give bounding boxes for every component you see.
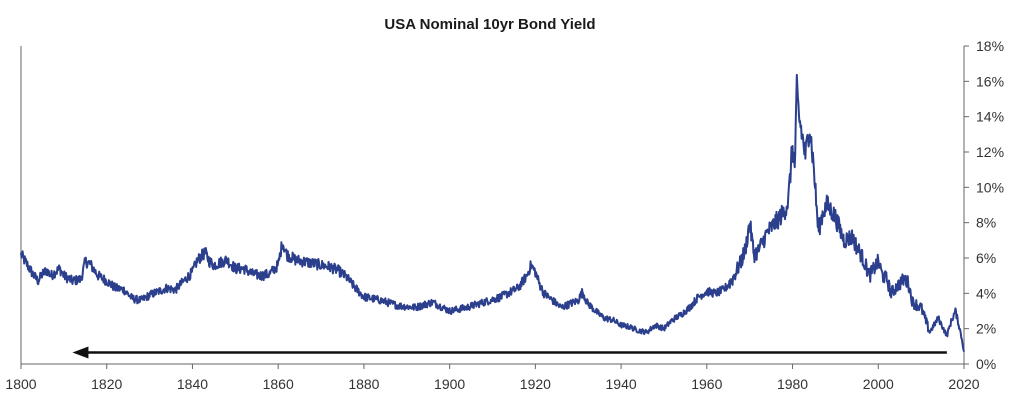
- x-tick-label: 1860: [263, 376, 294, 392]
- y-tick-label: 6%: [976, 250, 996, 266]
- x-axis: 1800 1820 1840 1860 1880 1900 1920 1940 1960 1980…: [5, 364, 980, 392]
- chart-title: USA Nominal 10yr Bond Yield: [384, 16, 595, 33]
- y-tick-label: 12%: [976, 144, 1004, 160]
- y-tick-label: 8%: [976, 215, 996, 231]
- x-tick-label: 1800: [5, 376, 36, 392]
- annotation-layer: [72, 346, 947, 359]
- x-tick-label: 2000: [863, 376, 894, 392]
- yield-series-line: [20, 73, 965, 352]
- y-axis: 0% 2% 4% 6% 8% 10% 12% 14% 16% 18%: [964, 38, 1004, 372]
- x-tick-label: 1880: [348, 376, 379, 392]
- y-tick-label: 4%: [976, 285, 996, 301]
- y-tick-label: 16%: [976, 73, 1004, 89]
- x-tick-label: 1980: [777, 376, 808, 392]
- x-tick-label: 1820: [91, 376, 122, 392]
- plot-frame: [20, 46, 965, 365]
- x-tick-label: 1900: [434, 376, 465, 392]
- y-tick-label: 18%: [976, 38, 1004, 54]
- series-layer: [20, 73, 965, 352]
- y-tick-label: 10%: [976, 179, 1004, 195]
- y-tick-label: 2%: [976, 321, 996, 337]
- y-tick-label: 0%: [976, 356, 996, 372]
- arrow-head: [72, 346, 89, 359]
- x-tick-label: 1920: [520, 376, 551, 392]
- x-tick-label: 1940: [606, 376, 637, 392]
- x-tick-label: 2020: [948, 376, 979, 392]
- y-tick-label: 14%: [976, 109, 1004, 125]
- x-tick-label: 1840: [177, 376, 208, 392]
- x-tick-label: 1960: [691, 376, 722, 392]
